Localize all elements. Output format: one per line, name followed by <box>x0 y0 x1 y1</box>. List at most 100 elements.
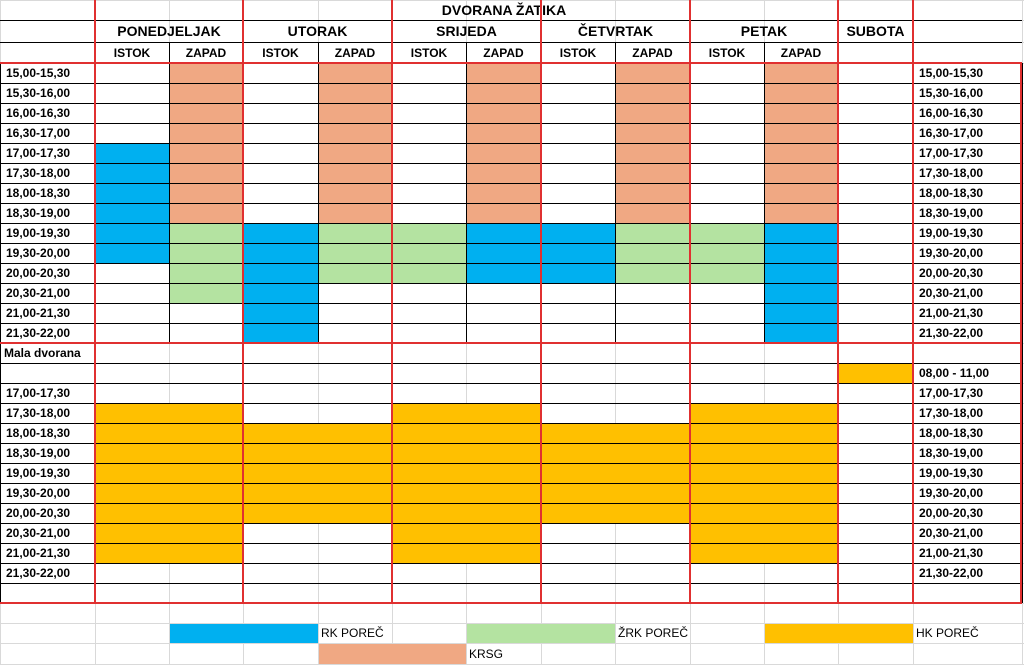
mala-slot-cell[interactable] <box>393 444 541 463</box>
slot-cell[interactable] <box>765 184 838 203</box>
mala-slot-cell[interactable] <box>691 524 838 543</box>
slot-cell[interactable] <box>467 64 541 83</box>
slot-cell[interactable] <box>616 144 690 163</box>
slot-cell[interactable] <box>393 264 466 283</box>
mala-slot-cell[interactable] <box>691 544 838 563</box>
slot-cell[interactable] <box>244 324 318 343</box>
slot-cell[interactable] <box>319 64 392 83</box>
slot-cell[interactable] <box>616 124 690 143</box>
mala-slot-cell[interactable] <box>393 464 541 483</box>
slot-cell[interactable] <box>170 164 243 183</box>
slot-cell[interactable] <box>170 184 243 203</box>
mala-slot-cell[interactable] <box>393 404 541 423</box>
slot-cell[interactable] <box>616 64 690 83</box>
slot-cell[interactable] <box>170 84 243 103</box>
slot-cell[interactable] <box>765 84 838 103</box>
slot-cell[interactable] <box>765 124 838 143</box>
slot-cell[interactable] <box>96 184 169 203</box>
mala-slot-cell[interactable] <box>542 424 690 443</box>
mala-slot-cell[interactable] <box>244 484 392 503</box>
mala-slot-cell[interactable] <box>96 544 243 563</box>
mala-slot-cell[interactable] <box>96 484 243 503</box>
slot-cell[interactable] <box>319 144 392 163</box>
mala-slot-cell[interactable] <box>542 464 690 483</box>
slot-cell[interactable] <box>170 204 243 223</box>
mala-slot-cell[interactable] <box>96 404 243 423</box>
mala-slot-cell[interactable] <box>393 424 541 443</box>
slot-cell[interactable] <box>542 264 615 283</box>
slot-cell[interactable] <box>765 264 838 283</box>
slot-cell[interactable] <box>765 104 838 123</box>
slot-cell[interactable] <box>542 224 615 243</box>
mala-slot-cell[interactable] <box>96 524 243 543</box>
slot-cell[interactable] <box>765 204 838 223</box>
slot-cell[interactable] <box>765 244 838 263</box>
mala-slot-cell[interactable] <box>96 424 243 443</box>
slot-cell[interactable] <box>765 224 838 243</box>
mala-slot-cell[interactable] <box>96 464 243 483</box>
slot-cell[interactable] <box>765 64 838 83</box>
slot-cell[interactable] <box>616 244 690 263</box>
slot-cell[interactable] <box>319 224 392 243</box>
slot-cell[interactable] <box>467 144 541 163</box>
slot-cell[interactable] <box>765 164 838 183</box>
mala-slot-cell[interactable] <box>96 504 243 523</box>
slot-cell[interactable] <box>393 224 466 243</box>
slot-cell[interactable] <box>170 64 243 83</box>
mala-slot-cell[interactable] <box>542 504 690 523</box>
slot-cell[interactable] <box>170 244 243 263</box>
slot-cell[interactable] <box>393 244 466 263</box>
mala-slot-cell[interactable] <box>691 464 838 483</box>
mala-slot-cell[interactable] <box>393 524 541 543</box>
slot-cell[interactable] <box>170 124 243 143</box>
slot-cell[interactable] <box>765 324 838 343</box>
slot-cell[interactable] <box>467 264 541 283</box>
slot-cell[interactable] <box>467 124 541 143</box>
slot-cell[interactable] <box>542 244 615 263</box>
slot-cell[interactable] <box>319 184 392 203</box>
slot-cell[interactable] <box>96 204 169 223</box>
slot-cell[interactable] <box>170 224 243 243</box>
mala-slot-cell[interactable] <box>393 504 541 523</box>
slot-cell[interactable] <box>319 204 392 223</box>
slot-cell[interactable] <box>691 244 764 263</box>
slot-cell[interactable] <box>765 304 838 323</box>
saturday-mala-cell[interactable] <box>839 364 913 383</box>
slot-cell[interactable] <box>244 284 318 303</box>
slot-cell[interactable] <box>170 144 243 163</box>
slot-cell[interactable] <box>170 104 243 123</box>
slot-cell[interactable] <box>616 204 690 223</box>
slot-cell[interactable] <box>319 84 392 103</box>
mala-slot-cell[interactable] <box>244 464 392 483</box>
slot-cell[interactable] <box>691 224 764 243</box>
slot-cell[interactable] <box>467 244 541 263</box>
mala-slot-cell[interactable] <box>542 484 690 503</box>
slot-cell[interactable] <box>616 84 690 103</box>
slot-cell[interactable] <box>765 144 838 163</box>
mala-slot-cell[interactable] <box>244 424 392 443</box>
mala-slot-cell[interactable] <box>691 444 838 463</box>
slot-cell[interactable] <box>616 104 690 123</box>
slot-cell[interactable] <box>244 224 318 243</box>
slot-cell[interactable] <box>616 224 690 243</box>
slot-cell[interactable] <box>170 264 243 283</box>
slot-cell[interactable] <box>96 144 169 163</box>
slot-cell[interactable] <box>170 284 243 303</box>
slot-cell[interactable] <box>467 204 541 223</box>
mala-slot-cell[interactable] <box>393 544 541 563</box>
slot-cell[interactable] <box>467 104 541 123</box>
mala-slot-cell[interactable] <box>691 504 838 523</box>
slot-cell[interactable] <box>244 244 318 263</box>
mala-slot-cell[interactable] <box>691 484 838 503</box>
mala-slot-cell[interactable] <box>96 444 243 463</box>
slot-cell[interactable] <box>467 184 541 203</box>
slot-cell[interactable] <box>467 224 541 243</box>
slot-cell[interactable] <box>96 244 169 263</box>
slot-cell[interactable] <box>96 164 169 183</box>
mala-slot-cell[interactable] <box>244 504 392 523</box>
mala-slot-cell[interactable] <box>691 404 838 423</box>
slot-cell[interactable] <box>319 244 392 263</box>
slot-cell[interactable] <box>319 124 392 143</box>
slot-cell[interactable] <box>244 304 318 323</box>
slot-cell[interactable] <box>319 264 392 283</box>
